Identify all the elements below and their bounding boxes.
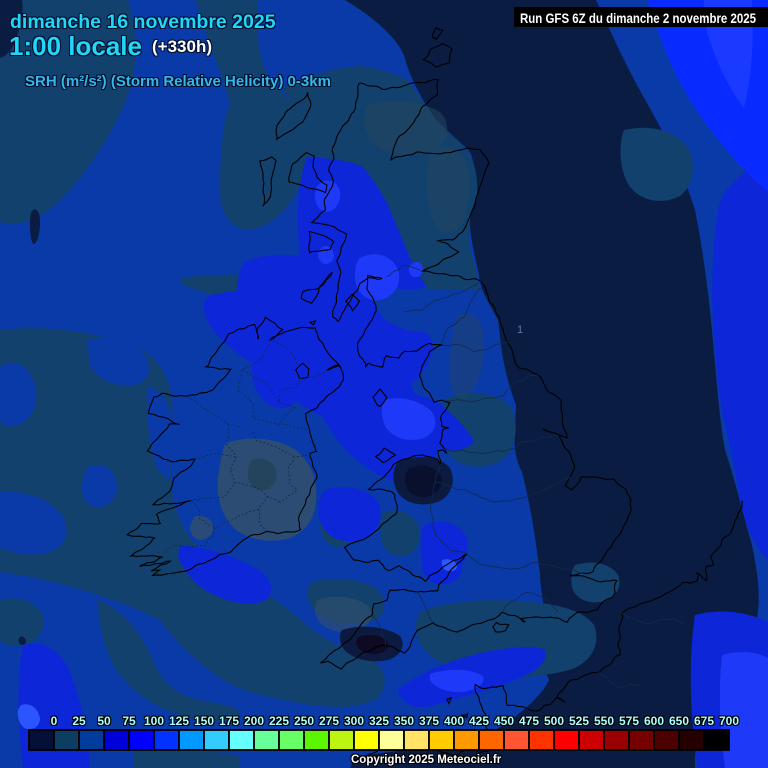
- svg-text:1: 1: [517, 324, 523, 336]
